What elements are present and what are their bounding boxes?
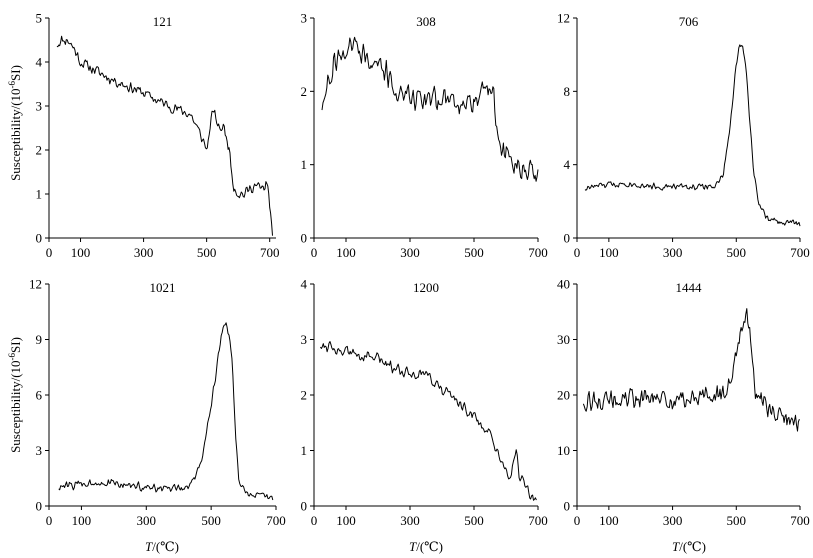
x-tick-label: 500 [197,245,217,260]
y-tick-label: 40 [557,277,570,292]
y-tick-label: 3 [301,332,308,347]
y-tick-label: 0 [36,499,43,514]
panel-1444: 0 10 20 30 40 0 100 300 500 700 1444 [557,277,810,529]
x-tick-label: 100 [336,245,356,260]
xlabel-unit: /(℃) [679,539,706,554]
x-tick-label: 500 [727,513,747,528]
y-tick-label: 9 [36,332,43,347]
x-axis-label-3: T/(℃) [672,539,706,554]
x-tick-label: 700 [266,513,286,528]
x-tick-label: 500 [464,513,484,528]
ylabel-suffix: SI) [8,337,23,353]
series-line [584,44,801,227]
x-tick-label: 700 [528,513,548,528]
y-tick-label: 5 [36,11,43,26]
x-tick-label: 500 [727,245,747,260]
x-tick-label: 700 [790,513,810,528]
panel-title: 1200 [413,280,439,295]
xlabel-var: T [145,539,153,554]
y-tick-label: 20 [557,388,570,403]
x-tick-label: 0 [311,513,318,528]
x-tick-label: 700 [790,245,810,260]
y-tick-label: 2 [301,84,308,99]
x-tick-label: 500 [201,513,221,528]
x-tick-label: 0 [46,513,53,528]
y-tick-label: 12 [29,277,42,292]
y-axis-label-bottom: Susceptibility/(10-6SI) [7,337,23,453]
panel-title: 1021 [150,280,176,295]
y-tick-label: 4 [301,277,308,292]
y-tick-label: 3 [36,443,43,458]
series-line [319,341,537,501]
x-tick-label: 0 [574,513,581,528]
x-axis-label-2: T/(℃) [409,539,443,554]
y-axis-label-top: Susceptibility/(10-6SI) [7,65,23,181]
y-tick-label: 1 [301,443,308,458]
panel-title: 706 [679,14,699,29]
y-tick-label: 0 [564,499,571,514]
y-tick-label: 4 [36,55,43,70]
x-tick-label: 300 [663,245,683,260]
y-tick-label: 0 [301,499,308,514]
x-tick-label: 700 [260,245,280,260]
series-line [582,308,800,432]
x-axis-label-1: T/(℃) [145,539,179,554]
y-tick-label: 0 [301,231,308,246]
x-tick-label: 700 [528,245,548,260]
y-tick-label: 1 [36,187,43,202]
ylabel-prefix: Susceptibility/(10 [8,88,23,180]
panel-title: 1444 [676,280,703,295]
ylabel-exp: -6 [7,80,17,88]
ylabel-exp: -6 [7,352,17,360]
y-tick-label: 1 [301,157,308,172]
y-tick-label: 0 [36,231,43,246]
y-tick-label: 0 [564,231,571,246]
panel-1021: 0 3 6 9 12 0 100 300 500 700 1021 [29,277,286,529]
panel-title: 121 [153,14,173,29]
panel-1200: 0 1 2 3 4 0 100 300 500 700 1200 [301,277,548,529]
y-tick-label: 12 [557,11,570,26]
x-tick-label: 0 [311,245,318,260]
x-tick-label: 300 [400,513,420,528]
panel-706: 0 4 8 12 0 100 300 500 700 706 [557,11,810,261]
y-tick-label: 10 [557,443,570,458]
x-tick-label: 0 [46,245,53,260]
x-tick-label: 100 [599,513,619,528]
x-tick-label: 300 [137,513,157,528]
ylabel-prefix: Susceptibility/(10 [8,360,23,452]
xlabel-unit: /(℃) [152,539,179,554]
panel-308: 0 1 2 3 0 100 300 500 700 308 [301,11,548,261]
x-tick-label: 100 [71,245,91,260]
panel-121: 0 1 2 3 4 5 0 100 300 500 700 121 [36,11,280,261]
series-line [321,36,539,182]
y-tick-label: 3 [36,99,43,114]
x-tick-label: 300 [663,513,683,528]
x-tick-label: 100 [599,245,619,260]
x-tick-label: 500 [464,245,484,260]
y-tick-label: 8 [564,84,571,99]
x-tick-label: 100 [72,513,92,528]
ylabel-suffix: SI) [8,65,23,81]
x-tick-label: 300 [400,245,420,260]
xlabel-var: T [409,539,417,554]
x-tick-label: 100 [336,513,356,528]
y-tick-label: 2 [36,143,43,158]
x-tick-label: 0 [574,245,581,260]
y-tick-label: 30 [557,332,570,347]
y-tick-label: 3 [301,11,308,26]
y-tick-label: 4 [564,157,571,172]
x-tick-label: 300 [134,245,154,260]
series-line [56,35,273,236]
xlabel-var: T [672,539,680,554]
y-tick-label: 2 [301,388,308,403]
series-line [58,322,274,501]
y-tick-label: 6 [36,388,43,403]
panel-title: 308 [416,14,436,29]
xlabel-unit: /(℃) [416,539,443,554]
